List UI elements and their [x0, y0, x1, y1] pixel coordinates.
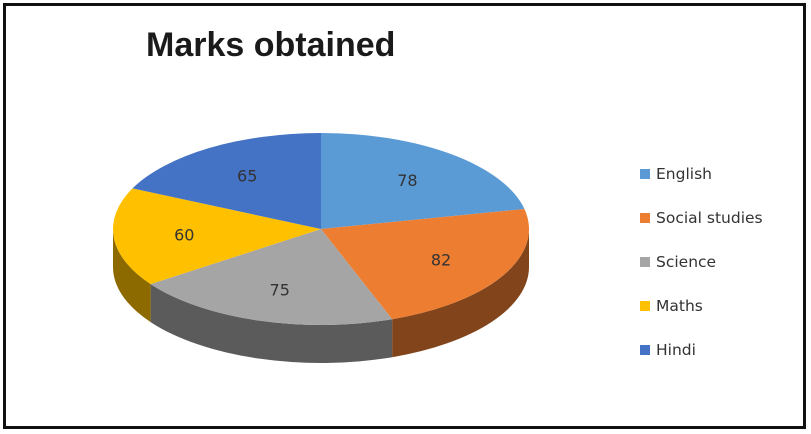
pie-labels: 78 82 75 60 65: [174, 167, 451, 300]
data-label-hindi: 65: [237, 167, 257, 186]
chart-legend: English Social studies Science Maths Hindi: [640, 152, 763, 372]
legend-label: Hindi: [656, 341, 696, 359]
data-label-english: 78: [397, 171, 417, 190]
pie-depth: [113, 229, 529, 363]
data-label-maths: 60: [174, 226, 194, 245]
pie-slice-english: [321, 133, 525, 229]
legend-item-hindi: Hindi: [640, 328, 763, 372]
pie-slice-science: [150, 229, 393, 325]
data-label-social-studies: 82: [431, 251, 451, 270]
legend-item-maths: Maths: [640, 284, 763, 328]
legend-swatch: [640, 257, 650, 267]
legend-item-english: English: [640, 152, 763, 196]
data-label-science: 75: [270, 280, 290, 299]
legend-label: English: [656, 165, 712, 183]
pie-slice-social-studies: [321, 209, 529, 320]
pie-slice-hindi: [132, 133, 321, 229]
chart-title: Marks obtained: [146, 26, 396, 64]
legend-swatch: [640, 169, 650, 179]
legend-swatch: [640, 301, 650, 311]
pie-slice-maths: [113, 188, 321, 285]
legend-label: Maths: [656, 297, 703, 315]
pie-side-social-studies: [392, 229, 529, 358]
legend-swatch: [640, 345, 650, 355]
pie-side-maths: [113, 229, 151, 323]
legend-swatch: [640, 213, 650, 223]
pie-side-science: [150, 284, 393, 363]
pie-top: [113, 133, 529, 325]
legend-label: Science: [656, 253, 717, 271]
legend-item-social-studies: Social studies: [640, 196, 763, 240]
legend-label: Social studies: [656, 209, 763, 227]
legend-item-science: Science: [640, 240, 763, 284]
